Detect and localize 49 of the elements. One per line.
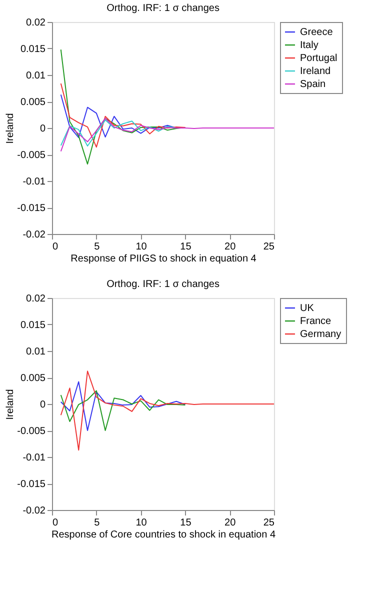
x-axis-title: Response of PIIGS to shock in equation 4 bbox=[70, 254, 257, 264]
legend-label: Italy bbox=[300, 40, 318, 51]
line-series bbox=[60, 82, 186, 148]
legend-label: Spain bbox=[300, 79, 326, 90]
x-tick-label: 15 bbox=[180, 518, 192, 528]
x-tick-label: 20 bbox=[224, 518, 236, 528]
legend-label: Germany bbox=[300, 329, 342, 340]
chart-title: Orthog. IRF: 1 σ changes bbox=[106, 279, 220, 290]
legend-label: Greece bbox=[300, 27, 334, 38]
legend-label: France bbox=[300, 316, 332, 327]
x-tick-label: 0 bbox=[52, 242, 58, 252]
y-axis-title: Ireland bbox=[5, 113, 16, 144]
y-axis-title: Ireland bbox=[5, 389, 16, 420]
y-tick-label: -0.015 bbox=[17, 479, 46, 490]
line-series bbox=[60, 390, 186, 431]
y-tick-label: -0.01 bbox=[22, 452, 46, 464]
y-tick-label: -0.02 bbox=[22, 506, 46, 516]
x-tick-label: 5 bbox=[94, 242, 100, 252]
y-tick-label: 0 bbox=[40, 124, 46, 134]
y-tick-label: 0.005 bbox=[20, 97, 46, 108]
x-tick-label: 0 bbox=[52, 518, 58, 528]
y-tick-label: 0.015 bbox=[20, 320, 46, 331]
x-tick-label: 10 bbox=[136, 518, 148, 528]
line-series bbox=[60, 370, 274, 451]
x-tick-label: 15 bbox=[180, 242, 192, 252]
y-tick-label: 0.01 bbox=[26, 346, 46, 358]
y-tick-label: 0.02 bbox=[26, 18, 46, 28]
line-series bbox=[60, 118, 274, 152]
y-tick-label: -0.015 bbox=[17, 203, 46, 214]
y-tick-label: 0 bbox=[40, 400, 46, 410]
y-tick-label: -0.005 bbox=[17, 150, 46, 161]
y-tick-label: 0.01 bbox=[26, 70, 46, 82]
legend-label: Portugal bbox=[300, 53, 338, 64]
y-tick-label: -0.005 bbox=[17, 426, 46, 437]
x-tick-label: 5 bbox=[94, 518, 100, 528]
x-tick-label: 10 bbox=[136, 242, 148, 252]
x-tick-label: 25 bbox=[263, 518, 275, 528]
x-tick-label: 25 bbox=[263, 242, 275, 252]
y-tick-label: 0.005 bbox=[20, 373, 46, 384]
x-tick-label: 20 bbox=[224, 242, 236, 252]
chart-title: Orthog. IRF: 1 σ changes bbox=[106, 3, 220, 14]
line-series bbox=[60, 381, 186, 431]
y-tick-label: -0.01 bbox=[22, 176, 46, 188]
y-tick-label: -0.02 bbox=[22, 230, 46, 240]
legend-label: UK bbox=[300, 303, 314, 314]
x-axis-title: Response of Core countries to shock in equation 4 bbox=[51, 530, 276, 540]
legend-label: Ireland bbox=[300, 66, 331, 77]
y-tick-label: 0.02 bbox=[26, 294, 46, 304]
y-tick-label: 0.015 bbox=[20, 44, 46, 55]
